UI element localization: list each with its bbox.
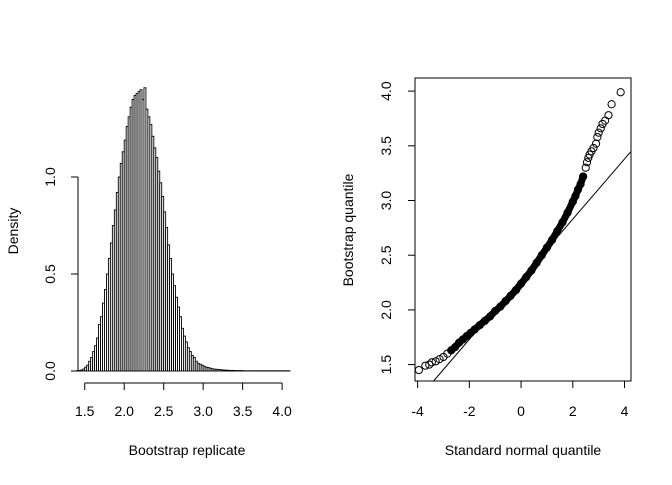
qq-y-tick-label: 4.0	[378, 81, 394, 101]
qq-point	[617, 89, 624, 96]
histogram-y-tick-label: 0.0	[42, 361, 58, 381]
qq-point	[594, 133, 601, 140]
qq-y-tick-label: 2.0	[378, 300, 394, 320]
histogram-x-axis-label: Bootstrap replicate	[129, 442, 246, 458]
qq-y-tick-label: 2.5	[378, 245, 394, 265]
qq-y-tick-label: 3.5	[378, 136, 394, 156]
qq-points	[415, 89, 624, 374]
qq-dense-point-band	[451, 176, 583, 350]
histogram-x-tick-label: 4.0	[272, 403, 292, 419]
qq-y-axis-label: Bootstrap quantile	[340, 173, 356, 286]
qq-x-tick-label: -2	[463, 403, 476, 419]
histogram-x-tick-label: 1.5	[75, 403, 95, 419]
histogram-x-tick-label: 2.0	[114, 403, 134, 419]
qq-x-tick-label: 0	[517, 403, 525, 419]
qq-x-axis: -4 -2 0 2 4	[411, 381, 628, 419]
histogram-y-tick-label: 0.5	[42, 264, 58, 284]
histogram-y-tick-label: 1.0	[42, 167, 58, 187]
qq-x-axis-label: Standard normal quantile	[445, 442, 602, 458]
qq-plot-panel: -4 -2 0 2 4 1.5 2.0 2.5 3.0 3.5 4.0 Standard norm…	[340, 78, 631, 458]
histogram-x-axis: 1.5 2.0 2.5 3.0 3.5 4.0	[75, 383, 292, 419]
qq-point	[597, 125, 604, 132]
histogram-x-tick-label: 3.0	[193, 403, 213, 419]
qq-x-tick-label: -4	[411, 403, 424, 419]
qq-point	[608, 101, 615, 108]
histogram-bars	[77, 88, 290, 371]
histogram-panel: 1.5 2.0 2.5 3.0 3.5 4.0 0.0 0.5 1.0 Bootstrap r…	[5, 88, 292, 458]
qq-x-tick-label: 2	[569, 403, 577, 419]
histogram-x-tick-label: 3.5	[233, 403, 253, 419]
histogram-x-tick-label: 2.5	[154, 403, 174, 419]
qq-point	[595, 129, 602, 136]
histogram-y-axis: 0.0 0.5 1.0	[42, 167, 78, 381]
qq-point	[605, 112, 612, 119]
qq-y-axis: 1.5 2.0 2.5 3.0 3.5 4.0	[378, 81, 415, 374]
histogram-y-axis-label: Density	[5, 208, 21, 255]
qq-point	[415, 366, 422, 373]
qq-x-tick-label: 4	[621, 403, 629, 419]
qq-y-tick-label: 3.0	[378, 191, 394, 211]
qq-y-tick-label: 1.5	[378, 355, 394, 375]
